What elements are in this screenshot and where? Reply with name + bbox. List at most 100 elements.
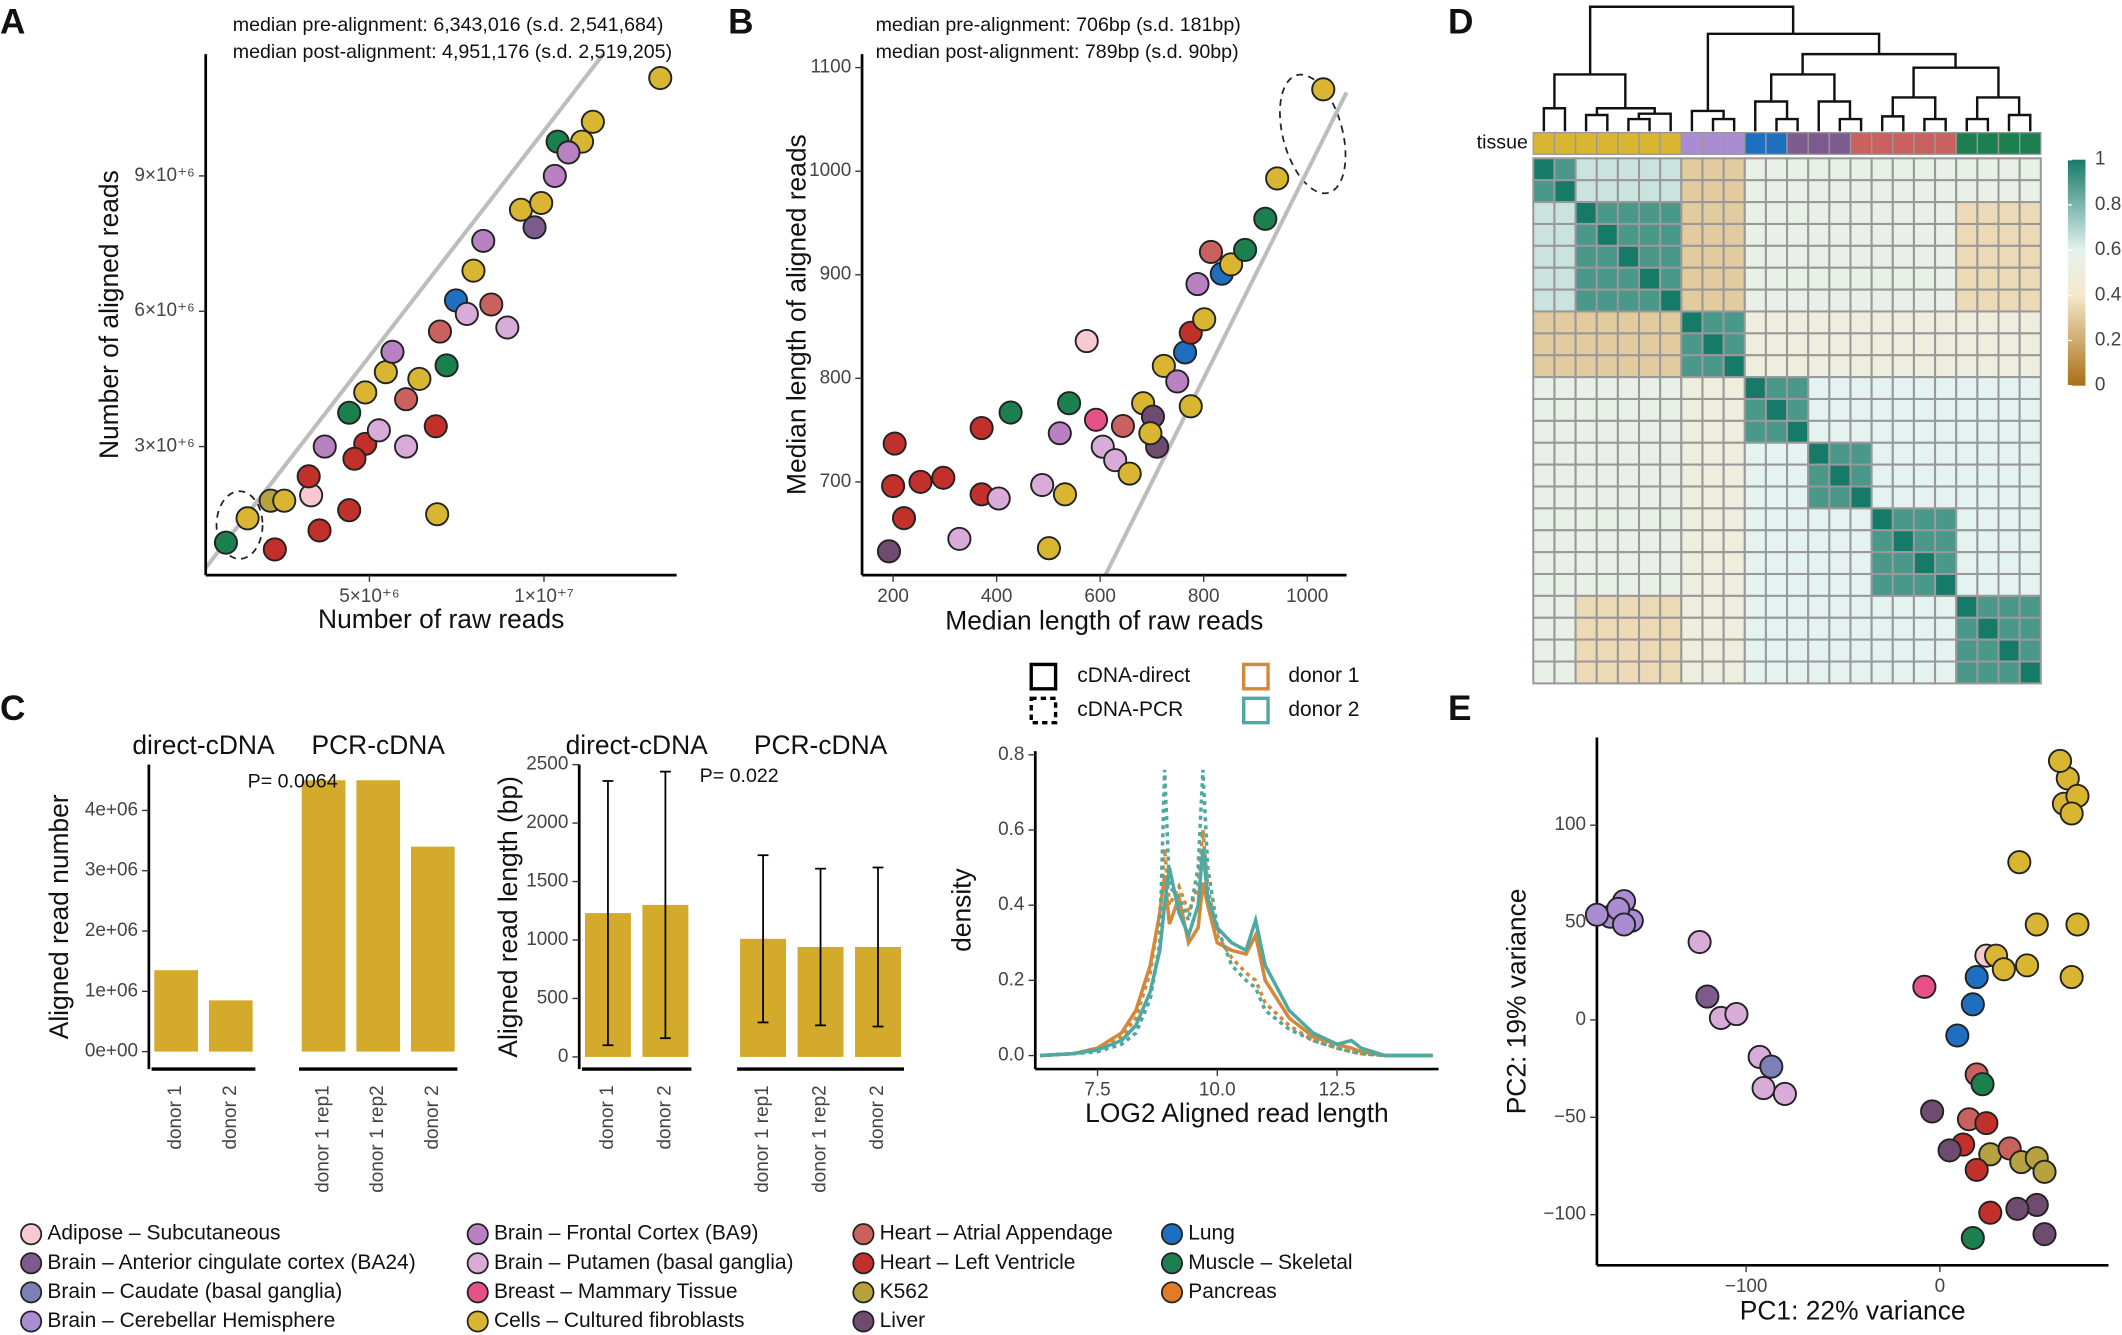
heat-cell [1955, 485, 1979, 510]
x-axis-title: PC1: 22% variance [1740, 1296, 1966, 1326]
heat-cell [1743, 376, 1767, 401]
legend-label: Cells – Cultured fibroblasts [494, 1309, 745, 1332]
heat-cell [1891, 463, 1915, 488]
point [1178, 394, 1203, 419]
heat-cell [1595, 616, 1619, 641]
point [1751, 1076, 1776, 1101]
y-tick-label: 100 [1554, 814, 1586, 835]
heat-cell [1870, 397, 1894, 422]
heat-cell [1532, 244, 1556, 269]
heat-cell [1934, 616, 1958, 641]
point [353, 380, 378, 405]
heat-cell [1638, 463, 1662, 488]
tissue-cell [1744, 131, 1767, 155]
heat-cell [1638, 179, 1662, 204]
heat-cell [1659, 529, 1683, 554]
heat-cell [1934, 551, 1958, 576]
legend-label: Adipose – Subcutaneous [47, 1222, 280, 1245]
y-axis-title: Median length of aligned reads [781, 134, 811, 495]
heat-cell [1997, 463, 2021, 488]
y-tick-label: 1000 [809, 160, 851, 181]
heat-cell [1807, 201, 1831, 225]
heat-cell [1764, 157, 1789, 182]
legend-marker [852, 1252, 875, 1275]
heat-cell [1659, 572, 1683, 597]
heat-cell [1891, 201, 1915, 225]
heat-cell [1891, 529, 1915, 554]
heat-cell [1574, 507, 1598, 532]
heat-cell [1828, 485, 1852, 510]
tissue-cell [1849, 131, 1873, 155]
heat-cell [1743, 551, 1767, 576]
heat-cell [1595, 594, 1619, 619]
x-tick-label: donor 2 [220, 1085, 241, 1149]
heat-cell [1764, 463, 1789, 488]
heat-cell [1574, 332, 1598, 357]
heat-cell [1743, 529, 1767, 554]
heat-cell [1807, 572, 1831, 597]
heat-cell [1574, 529, 1598, 554]
heat-cell [1659, 419, 1683, 444]
heat-cell [1532, 638, 1556, 663]
heat-cell [1764, 288, 1789, 313]
heat-cell [1870, 419, 1894, 444]
legend-marker [466, 1310, 489, 1333]
legend-swatch [1029, 696, 1058, 725]
heat-cell [1976, 310, 2000, 335]
heat-cell [1616, 376, 1641, 401]
heat-cell [1934, 529, 1958, 554]
heat-cell [1997, 157, 2021, 182]
heat-cell [1616, 594, 1641, 619]
heat-cell [1786, 485, 1810, 510]
legend-label: Brain – Caudate (basal ganglia) [47, 1280, 342, 1303]
heat-cell [2018, 485, 2042, 510]
heat-cell [1976, 397, 2000, 422]
heat-cell [1934, 397, 1958, 422]
y-tick-label: 2000 [526, 812, 568, 833]
heat-cell [1870, 485, 1894, 510]
heat-cell [1828, 376, 1852, 401]
heat-cell [1722, 419, 1746, 444]
heat-cell [2018, 288, 2042, 313]
heat-cell [1595, 201, 1619, 225]
heat-cell [1616, 354, 1641, 379]
heat-cell [1997, 397, 2021, 422]
point [1695, 984, 1720, 1009]
heat-cell [1997, 244, 2021, 269]
heat-cell [1532, 529, 1556, 554]
heat-cell [1553, 157, 1577, 182]
point [882, 431, 907, 456]
point [1253, 206, 1278, 231]
legend-marker [852, 1281, 875, 1304]
heat-cell [1955, 660, 1979, 685]
heat-cell [1934, 332, 1958, 357]
heat-cell [1997, 376, 2021, 401]
heat-cell [1659, 463, 1683, 488]
heat-cell [2018, 660, 2042, 685]
heat-cell [1870, 551, 1894, 576]
heat-cell [1680, 572, 1704, 597]
heat-cell [1701, 201, 1725, 225]
heat-cell [1849, 419, 1873, 444]
heat-cell [2018, 441, 2042, 466]
heat-cell [1722, 266, 1746, 291]
point [1960, 1225, 1985, 1251]
point [342, 446, 367, 471]
heat-cell [1743, 572, 1767, 597]
heat-cell [1680, 485, 1704, 510]
x-tick-label: −100 [1725, 1276, 1768, 1297]
heat-cell [1574, 376, 1598, 401]
point [2015, 953, 2040, 978]
point [479, 292, 504, 317]
heat-cell [1743, 638, 1767, 663]
heat-cell [1891, 594, 1915, 619]
heat-cell [1807, 638, 1831, 663]
point [881, 474, 906, 499]
point [1047, 421, 1072, 446]
heat-cell [1680, 616, 1704, 641]
heat-cell [1574, 179, 1598, 204]
heat-cell [1595, 660, 1619, 685]
heat-cell [1722, 485, 1746, 510]
point [1173, 340, 1198, 365]
heat-cell [1955, 594, 1979, 619]
